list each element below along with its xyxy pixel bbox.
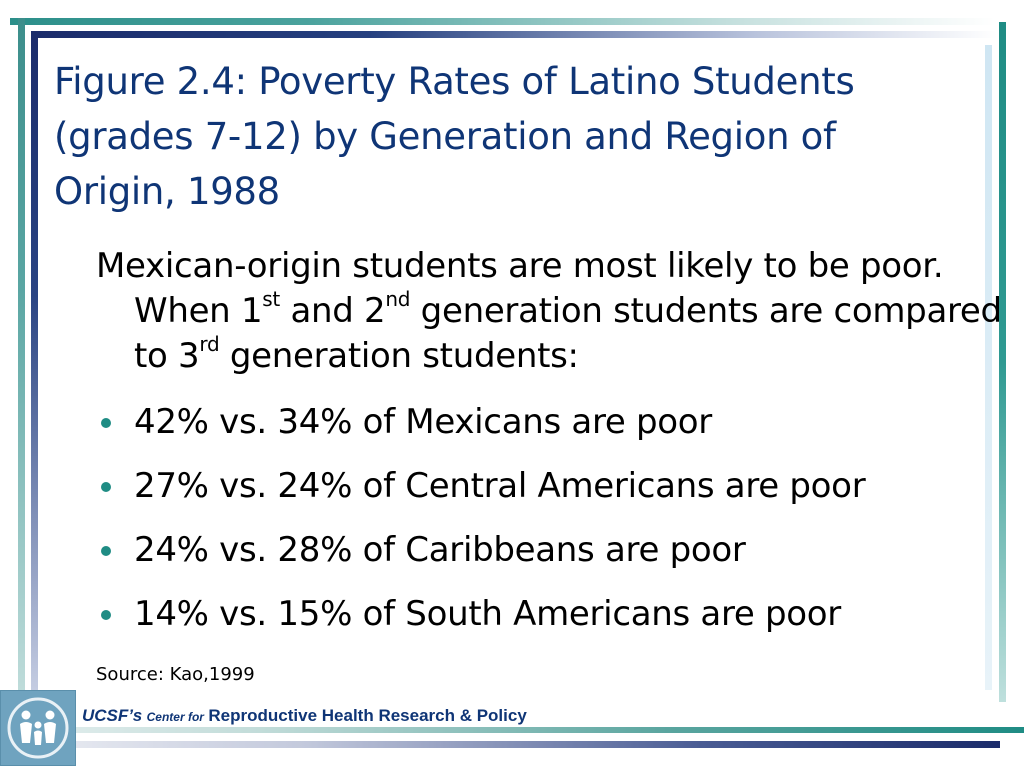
bullet-dot-icon: [101, 482, 111, 492]
bullet-item-mexicans: 42% vs. 34% of Mexicans are poor: [96, 398, 996, 462]
intro-text-1: Mexican-origin students are most likely …: [96, 246, 944, 331]
footer-center-for: Center for: [146, 710, 204, 724]
bottom-border-teal: [5, 727, 1024, 733]
bullet-dot-icon: [101, 610, 111, 620]
footer-ucsf: UCSF’s: [82, 706, 143, 725]
bullet-text: 42% vs. 34% of Mexicans are poor: [134, 402, 712, 442]
intro-paragraph: Mexican-origin students are most likely …: [96, 244, 1014, 379]
family-figures-icon: [0, 690, 76, 766]
left-border-teal: [18, 18, 25, 693]
footer-org-name: Reproductive Health Research & Policy: [208, 706, 527, 725]
intro-text-2: and 2: [279, 291, 386, 331]
bullet-item-central-americans: 27% vs. 24% of Central Americans are poo…: [96, 462, 996, 526]
bullet-text: 24% vs. 28% of Caribbeans are poor: [134, 530, 746, 570]
bullet-item-south-americans: 14% vs. 15% of South Americans are poor: [96, 590, 996, 654]
right-border-lightblue: [985, 45, 992, 690]
ordinal-suffix-1: st: [262, 286, 280, 311]
left-border-navy: [31, 31, 38, 693]
top-border-teal: [10, 18, 995, 25]
bottom-border-navy: [5, 741, 1000, 748]
bullet-dot-icon: [101, 546, 111, 556]
bullet-text: 27% vs. 24% of Central Americans are poo…: [134, 466, 866, 506]
logo-graphic: [7, 697, 69, 759]
intro-text-4: generation students:: [219, 336, 579, 376]
footer-organization: UCSF’s Center for Reproductive Health Re…: [82, 706, 527, 726]
intro-text-3: generation students are compared to 3: [134, 291, 1002, 376]
bullet-item-caribbeans: 24% vs. 28% of Caribbeans are poor: [96, 526, 996, 590]
slide-title: Figure 2.4: Poverty Rates of Latino Stud…: [54, 60, 855, 213]
ordinal-suffix-2: nd: [385, 286, 411, 311]
top-border-navy: [32, 31, 997, 38]
bullet-dot-icon: [101, 418, 111, 428]
right-border-teal: [999, 22, 1006, 702]
bullet-list: 42% vs. 34% of Mexicans are poor 27% vs.…: [96, 398, 996, 654]
bullet-text: 14% vs. 15% of South Americans are poor: [134, 594, 841, 634]
source-citation: Source: Kao,1999: [96, 664, 255, 685]
ordinal-suffix-3: rd: [199, 331, 220, 356]
